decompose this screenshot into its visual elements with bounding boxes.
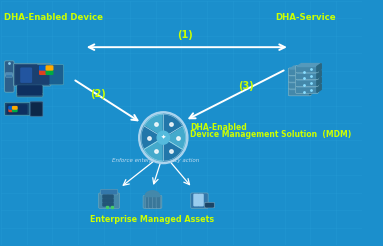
FancyBboxPatch shape xyxy=(7,104,28,114)
FancyBboxPatch shape xyxy=(102,202,109,207)
FancyBboxPatch shape xyxy=(28,83,37,88)
FancyBboxPatch shape xyxy=(205,202,214,208)
FancyBboxPatch shape xyxy=(193,202,199,206)
FancyBboxPatch shape xyxy=(15,65,49,85)
FancyBboxPatch shape xyxy=(198,200,204,203)
FancyBboxPatch shape xyxy=(12,108,18,112)
FancyBboxPatch shape xyxy=(288,89,311,96)
Polygon shape xyxy=(309,80,314,88)
Polygon shape xyxy=(145,191,160,196)
FancyBboxPatch shape xyxy=(46,65,54,71)
FancyBboxPatch shape xyxy=(20,67,32,83)
FancyBboxPatch shape xyxy=(5,102,30,115)
Text: DHA-Enabled Device: DHA-Enabled Device xyxy=(4,13,103,22)
FancyBboxPatch shape xyxy=(31,103,42,116)
FancyBboxPatch shape xyxy=(14,63,51,86)
Polygon shape xyxy=(309,87,314,95)
FancyBboxPatch shape xyxy=(191,193,208,208)
Polygon shape xyxy=(290,73,314,76)
FancyBboxPatch shape xyxy=(288,82,311,89)
Text: (2): (2) xyxy=(90,89,106,99)
Polygon shape xyxy=(317,70,321,79)
FancyBboxPatch shape xyxy=(5,72,13,75)
Polygon shape xyxy=(144,114,163,138)
FancyBboxPatch shape xyxy=(296,79,318,87)
FancyBboxPatch shape xyxy=(8,106,14,110)
FancyBboxPatch shape xyxy=(193,200,199,203)
FancyBboxPatch shape xyxy=(39,70,47,75)
FancyBboxPatch shape xyxy=(98,193,119,208)
FancyBboxPatch shape xyxy=(152,195,157,208)
Polygon shape xyxy=(163,114,182,138)
Polygon shape xyxy=(163,138,182,161)
FancyBboxPatch shape xyxy=(107,202,114,207)
FancyBboxPatch shape xyxy=(296,65,318,73)
FancyBboxPatch shape xyxy=(100,189,118,195)
FancyBboxPatch shape xyxy=(288,68,311,75)
Polygon shape xyxy=(309,66,314,74)
Text: (1): (1) xyxy=(177,30,193,40)
FancyBboxPatch shape xyxy=(198,194,204,198)
FancyBboxPatch shape xyxy=(102,198,109,203)
FancyBboxPatch shape xyxy=(143,195,162,208)
Polygon shape xyxy=(144,138,163,161)
FancyBboxPatch shape xyxy=(107,194,114,199)
FancyBboxPatch shape xyxy=(198,202,204,206)
FancyBboxPatch shape xyxy=(193,197,199,200)
Polygon shape xyxy=(317,84,321,92)
Ellipse shape xyxy=(139,112,188,164)
Text: DHA-Enabled: DHA-Enabled xyxy=(190,123,247,132)
FancyBboxPatch shape xyxy=(37,64,64,85)
FancyBboxPatch shape xyxy=(8,108,14,112)
Polygon shape xyxy=(317,77,321,86)
FancyBboxPatch shape xyxy=(145,195,150,208)
Polygon shape xyxy=(290,80,314,83)
Polygon shape xyxy=(297,63,321,66)
Text: ✦: ✦ xyxy=(161,135,166,140)
Text: DHA-Service: DHA-Service xyxy=(275,13,336,22)
FancyBboxPatch shape xyxy=(16,93,43,97)
FancyBboxPatch shape xyxy=(39,65,47,71)
Text: Enforce enterprise policy action: Enforce enterprise policy action xyxy=(113,158,200,164)
FancyBboxPatch shape xyxy=(5,74,13,76)
FancyBboxPatch shape xyxy=(102,194,109,199)
FancyBboxPatch shape xyxy=(149,195,154,208)
FancyBboxPatch shape xyxy=(198,197,204,200)
Polygon shape xyxy=(290,66,314,69)
Polygon shape xyxy=(297,84,321,87)
FancyBboxPatch shape xyxy=(16,85,43,96)
FancyBboxPatch shape xyxy=(46,70,54,75)
Polygon shape xyxy=(317,63,321,72)
FancyBboxPatch shape xyxy=(288,75,311,82)
Polygon shape xyxy=(309,73,314,81)
Text: (3): (3) xyxy=(239,81,254,91)
Polygon shape xyxy=(297,77,321,80)
Polygon shape xyxy=(290,87,314,90)
Text: Enterprise Managed Assets: Enterprise Managed Assets xyxy=(90,215,214,224)
Ellipse shape xyxy=(157,131,169,144)
FancyBboxPatch shape xyxy=(12,106,18,110)
Polygon shape xyxy=(145,191,160,196)
FancyBboxPatch shape xyxy=(5,75,13,77)
Text: Device Management Solution  (MDM): Device Management Solution (MDM) xyxy=(190,129,352,138)
Polygon shape xyxy=(297,70,321,73)
FancyBboxPatch shape xyxy=(156,195,161,208)
Polygon shape xyxy=(163,126,185,149)
FancyBboxPatch shape xyxy=(193,194,199,198)
FancyBboxPatch shape xyxy=(205,203,214,207)
FancyBboxPatch shape xyxy=(17,85,42,95)
FancyBboxPatch shape xyxy=(296,72,318,80)
Polygon shape xyxy=(141,126,163,149)
FancyBboxPatch shape xyxy=(107,198,114,203)
FancyBboxPatch shape xyxy=(296,86,318,93)
FancyBboxPatch shape xyxy=(30,101,43,117)
FancyBboxPatch shape xyxy=(5,61,14,92)
